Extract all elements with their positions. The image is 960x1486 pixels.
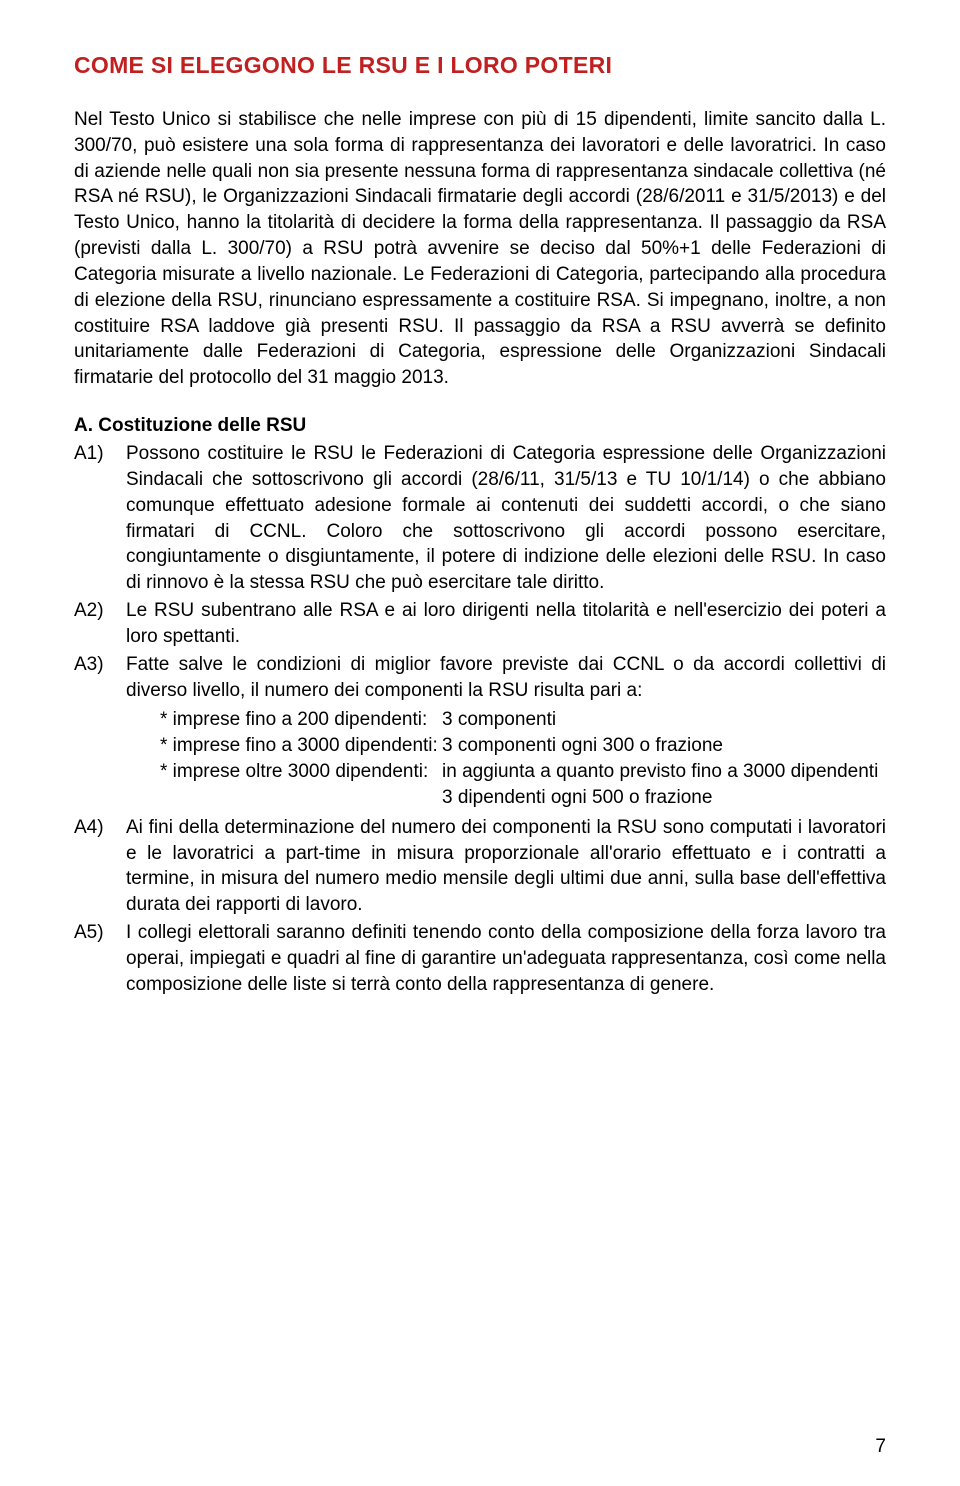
list-text: Fatte salve le condizioni di miglior fav… [126,652,886,704]
list-text: Possono costituire le RSU le Federazioni… [126,441,886,596]
intro-paragraph: Nel Testo Unico si stabilisce che nelle … [74,107,886,391]
component-row: 3 dipendenti ogni 500 o frazione [126,785,886,811]
list-text: Ai fini della determinazione del numero … [126,815,886,918]
component-right: 3 componenti ogni 300 o frazione [442,733,886,759]
list-text: I collegi elettorali saranno definiti te… [126,920,886,997]
list-label: A5) [74,920,126,997]
list-item: A1) Possono costituire le RSU le Federaz… [74,441,886,596]
list-item: A4) Ai fini della determinazione del num… [74,815,886,918]
list-item: A2) Le RSU subentrano alle RSA e ai loro… [74,598,886,650]
page-title: COME SI ELEGGONO LE RSU E I LORO POTERI [74,52,886,79]
list-text: Le RSU subentrano alle RSA e ai loro dir… [126,598,886,650]
section-heading: A. Costituzione delle RSU [74,415,886,437]
list-label: A1) [74,441,126,596]
component-table: * imprese fino a 200 dipendenti: 3 compo… [74,705,886,812]
component-left: * imprese fino a 200 dipendenti: [126,707,442,733]
component-left [126,785,442,811]
list-label: A4) [74,815,126,918]
component-row: * imprese fino a 200 dipendenti: 3 compo… [126,707,886,733]
list-item: A3) Fatte salve le condizioni di miglior… [74,652,886,704]
page-number: 7 [875,1436,886,1458]
component-right: 3 componenti [442,707,886,733]
component-left: * imprese oltre 3000 dipendenti: [126,759,442,785]
component-right: in aggiunta a quanto previsto fino a 300… [442,759,886,785]
list-label: A3) [74,652,126,704]
component-row: * imprese fino a 3000 dipendenti: 3 comp… [126,733,886,759]
component-right: 3 dipendenti ogni 500 o frazione [442,785,886,811]
component-left: * imprese fino a 3000 dipendenti: [126,733,442,759]
list-label: A2) [74,598,126,650]
component-row: * imprese oltre 3000 dipendenti: in aggi… [126,759,886,785]
list-item: A5) I collegi elettorali saranno definit… [74,920,886,997]
